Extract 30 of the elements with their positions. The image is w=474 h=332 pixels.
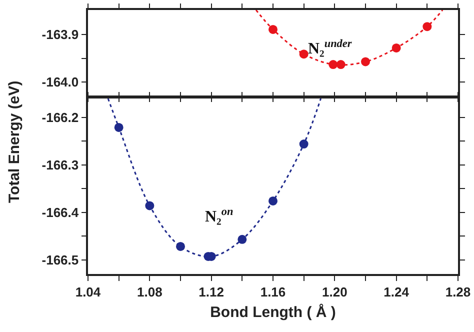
point xyxy=(336,60,346,70)
annotation: N₂$^{under}$ xyxy=(308,38,352,58)
annotation: N₂$^{on}$ xyxy=(205,206,234,226)
y-tick-label: -166.3 xyxy=(42,157,79,172)
x-tick-label: 1.24 xyxy=(384,284,410,300)
x-tick-label: 1.08 xyxy=(137,284,162,300)
x-tick-label: 1.16 xyxy=(260,284,286,300)
x-tick-label: 1.04 xyxy=(75,284,102,300)
y-tick-label: -164.0 xyxy=(42,74,79,90)
point xyxy=(145,201,154,210)
point xyxy=(114,122,124,132)
point xyxy=(299,50,308,59)
x-tick-label: 1.28 xyxy=(445,284,471,300)
y-tick-label: -166.4 xyxy=(42,204,80,220)
point xyxy=(238,234,247,244)
x-tick-label: 1.20 xyxy=(322,284,348,300)
y-tick-label: -166.2 xyxy=(42,110,79,126)
point xyxy=(361,57,370,66)
point xyxy=(268,196,278,206)
y-tick-label: -166.5 xyxy=(42,252,79,268)
y-tick-label: -163.9 xyxy=(42,27,79,42)
point xyxy=(422,22,432,32)
y-axis-title: Total Energy (eV) xyxy=(6,80,23,203)
point xyxy=(268,24,278,34)
point xyxy=(392,43,401,52)
point xyxy=(176,242,185,251)
point xyxy=(299,140,308,149)
x-tick-label: 1.12 xyxy=(198,284,224,300)
x-axis-title: Bond Length ( Å ) xyxy=(210,302,336,321)
point xyxy=(328,60,338,70)
